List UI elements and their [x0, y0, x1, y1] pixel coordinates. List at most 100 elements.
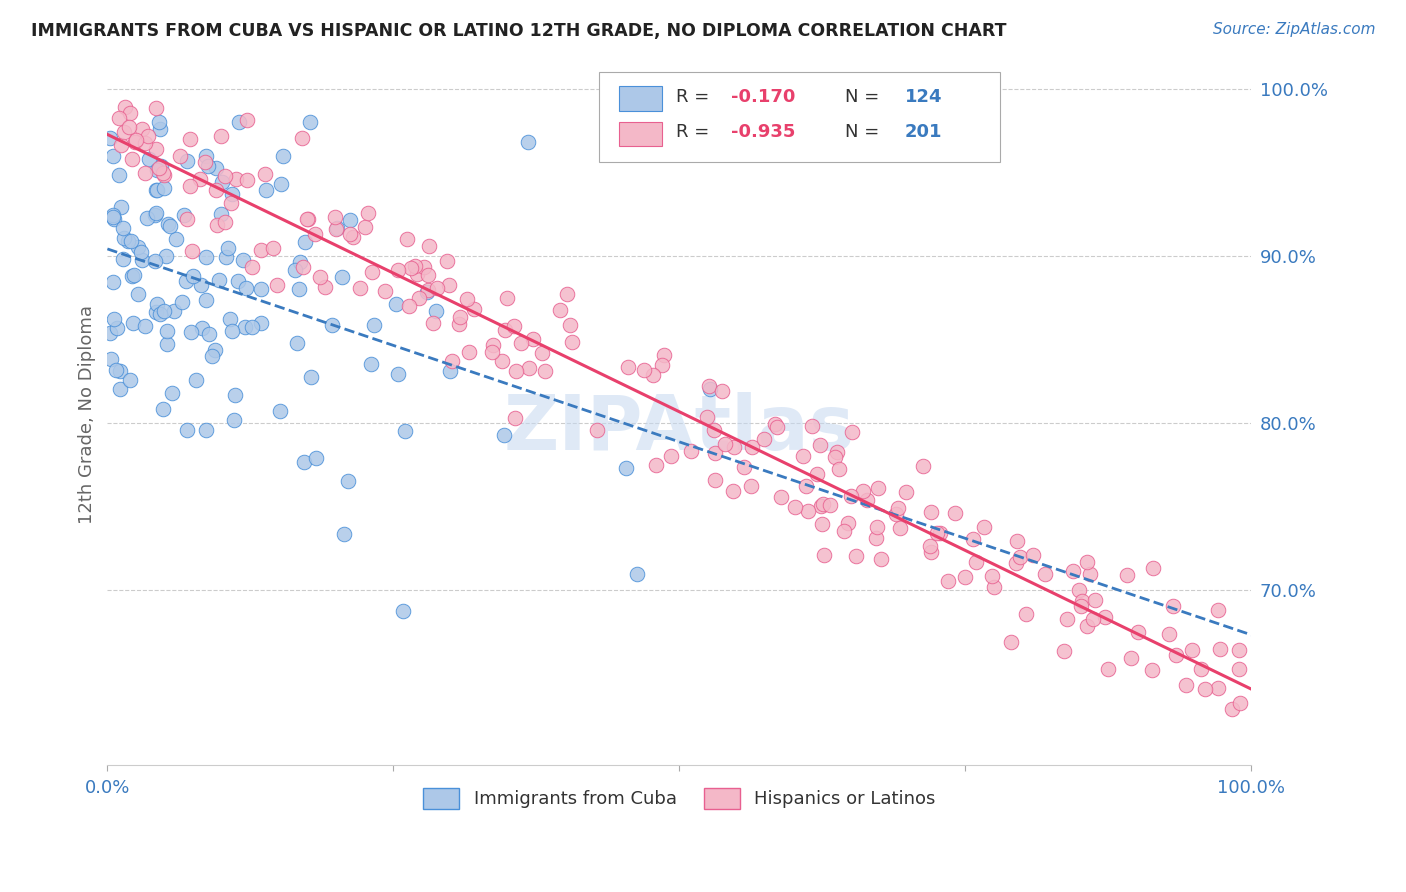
Point — [659, 449, 682, 463]
Point — [962, 532, 984, 546]
Point — [1194, 681, 1216, 696]
Point — [125, 133, 148, 147]
Point — [416, 285, 439, 299]
Point — [911, 459, 934, 474]
Point — [201, 349, 224, 363]
Point — [741, 441, 763, 455]
Point — [801, 419, 824, 434]
Point — [240, 319, 263, 334]
Point — [332, 526, 354, 541]
Point — [1015, 607, 1038, 621]
Point — [101, 149, 124, 163]
Point — [98, 326, 121, 340]
Point — [519, 361, 541, 376]
Point — [1181, 643, 1204, 657]
Point — [387, 367, 409, 381]
Point — [173, 208, 195, 222]
Point — [405, 267, 427, 281]
Point — [270, 177, 292, 191]
Point — [1081, 612, 1104, 626]
Point — [204, 183, 226, 197]
Point — [250, 282, 273, 296]
Point — [813, 548, 835, 562]
Point — [121, 268, 143, 283]
Point — [405, 259, 427, 273]
Point — [1208, 681, 1230, 695]
Point — [870, 552, 893, 566]
Point — [225, 172, 247, 186]
Point — [101, 210, 124, 224]
Point — [285, 336, 308, 351]
Point — [108, 112, 131, 126]
Point — [1005, 534, 1028, 549]
Point — [865, 532, 887, 546]
Point — [179, 178, 201, 193]
Point — [205, 161, 228, 175]
Point — [208, 273, 231, 287]
Point — [614, 461, 637, 475]
Point — [980, 568, 1002, 582]
Point — [697, 379, 720, 393]
Point — [641, 368, 664, 382]
Point — [363, 318, 385, 333]
Point — [495, 291, 517, 305]
Point — [250, 243, 273, 257]
Point — [209, 129, 232, 144]
Point — [197, 159, 219, 173]
Bar — [619, 87, 662, 111]
Point — [330, 270, 353, 285]
Point — [195, 149, 218, 163]
Point — [792, 449, 814, 463]
Point — [181, 268, 204, 283]
Point — [703, 473, 725, 487]
Point — [517, 136, 540, 150]
Point — [1062, 564, 1084, 578]
Point — [1208, 603, 1230, 617]
Text: R =: R = — [676, 123, 716, 141]
Point — [153, 304, 176, 318]
Point — [218, 311, 240, 326]
Point — [204, 343, 226, 357]
Point — [236, 173, 259, 187]
Point — [1163, 599, 1185, 613]
Point — [1140, 663, 1163, 677]
Point — [339, 227, 361, 241]
Point — [920, 505, 942, 519]
Point — [644, 458, 666, 473]
Point — [190, 278, 212, 293]
Point — [740, 479, 762, 493]
Point — [131, 253, 153, 268]
Point — [522, 332, 544, 346]
Point — [439, 363, 461, 377]
Point — [112, 125, 135, 139]
Point — [825, 444, 848, 458]
Point — [134, 136, 156, 150]
Point — [398, 299, 420, 313]
Point — [136, 211, 159, 225]
Point — [561, 335, 583, 350]
Point — [374, 284, 396, 298]
Point — [418, 268, 440, 282]
Point — [145, 141, 167, 155]
Point — [1069, 583, 1091, 598]
Point — [818, 499, 841, 513]
Point — [354, 220, 377, 235]
Point — [221, 324, 243, 338]
Point — [250, 316, 273, 330]
Point — [558, 318, 581, 332]
Point — [1070, 599, 1092, 614]
Point — [155, 249, 177, 263]
Point — [262, 241, 284, 255]
Point — [165, 232, 187, 246]
Point — [1209, 641, 1232, 656]
Point — [1053, 643, 1076, 657]
Point — [176, 154, 198, 169]
Point — [146, 297, 169, 311]
Point — [194, 154, 217, 169]
Point — [145, 101, 167, 115]
Point — [449, 310, 471, 324]
Point — [336, 474, 359, 488]
Point — [1071, 594, 1094, 608]
Point — [191, 321, 214, 335]
Point — [1094, 610, 1116, 624]
